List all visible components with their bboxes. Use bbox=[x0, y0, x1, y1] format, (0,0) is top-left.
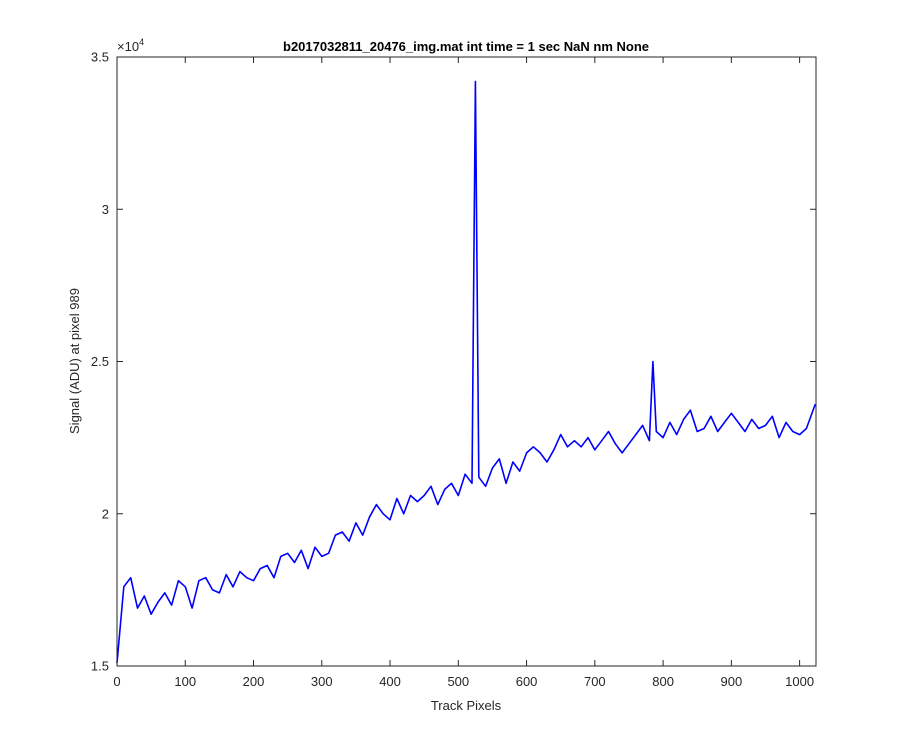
x-axis-label: Track Pixels bbox=[431, 698, 502, 713]
x-tick-label-900: 900 bbox=[721, 674, 743, 689]
y-axis-label: Signal (ADU) at pixel 989 bbox=[67, 288, 82, 434]
x-tick-label-100: 100 bbox=[174, 674, 196, 689]
x-tick-label-500: 500 bbox=[447, 674, 469, 689]
series-line-0 bbox=[116, 80, 817, 664]
x-tick-label-0: 0 bbox=[113, 674, 120, 689]
x-tick-label-200: 200 bbox=[243, 674, 265, 689]
x-axis-ticks: 0 100 200 300 400 500 600 700 800 900 1000 bbox=[113, 57, 814, 689]
y-exponent-base: ×10 bbox=[117, 39, 139, 54]
y-tick-label-30000: 3 bbox=[102, 202, 109, 217]
x-tick-label-800: 800 bbox=[652, 674, 674, 689]
chart-title: b2017032811_20476_img.mat int time = 1 s… bbox=[283, 39, 649, 54]
y-tick-label-25000: 2.5 bbox=[91, 354, 109, 369]
axes-box bbox=[116, 56, 817, 667]
plot-area bbox=[116, 80, 817, 664]
x-tick-label-600: 600 bbox=[516, 674, 538, 689]
y-axis-ticks: 1.5 2 2.5 3 3.5 bbox=[91, 50, 816, 674]
y-tick-label-20000: 2 bbox=[102, 506, 109, 521]
x-tick-label-1000: 1000 bbox=[785, 674, 814, 689]
y-exponent-power: 4 bbox=[139, 37, 144, 47]
x-tick-label-300: 300 bbox=[311, 674, 333, 689]
y-exponent-label: ×104 bbox=[117, 37, 144, 54]
x-tick-label-400: 400 bbox=[379, 674, 401, 689]
y-tick-label-15000: 1.5 bbox=[91, 659, 109, 674]
x-tick-label-700: 700 bbox=[584, 674, 606, 689]
y-tick-label-35000: 3.5 bbox=[91, 50, 109, 65]
